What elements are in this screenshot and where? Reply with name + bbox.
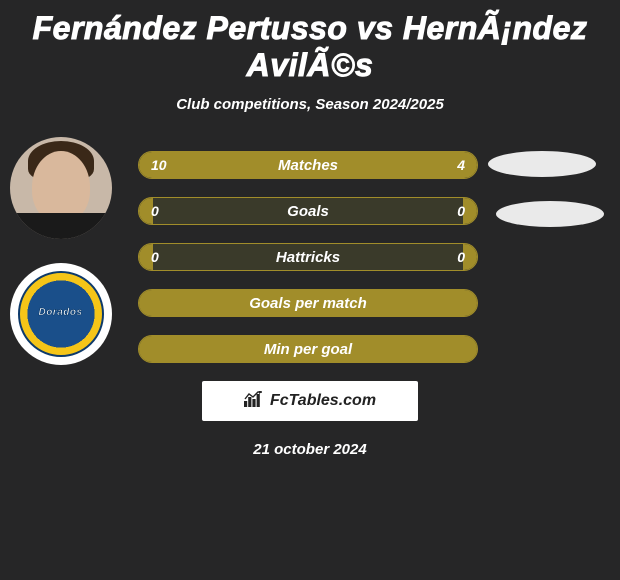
stat-label: Hattricks xyxy=(276,249,340,266)
stat-value-left: 0 xyxy=(151,249,159,265)
comparison-content: Dorados 10 4 Matches 0 0 Goals 0 0 Hattricks Goal… xyxy=(0,151,620,363)
stat-row: Goals per match xyxy=(138,289,478,317)
stat-bar-left xyxy=(139,152,376,178)
stat-value-right: 0 xyxy=(457,203,465,219)
stat-row: 0 0 Hattricks xyxy=(138,243,478,271)
stat-bar-right xyxy=(463,198,477,224)
stat-value-left: 10 xyxy=(151,157,167,173)
decorative-oval xyxy=(496,201,604,227)
stat-value-left: 0 xyxy=(151,203,159,219)
player-avatar xyxy=(10,137,112,239)
page-title: Fernández Pertusso vs HernÃ¡ndez AvilÃ©s xyxy=(0,0,620,84)
stat-label: Goals xyxy=(287,203,329,220)
subtitle: Club competitions, Season 2024/2025 xyxy=(0,96,620,113)
date-stamp: 21 october 2024 xyxy=(0,441,620,458)
stat-bar-right xyxy=(463,244,477,270)
stat-label: Min per goal xyxy=(264,341,352,358)
stat-row: 0 0 Goals xyxy=(138,197,478,225)
stat-value-right: 0 xyxy=(457,249,465,265)
club-badge-label: Dorados xyxy=(38,307,82,318)
decorative-oval xyxy=(488,151,596,177)
attribution-text: FcTables.com xyxy=(270,392,376,410)
chart-icon xyxy=(244,391,264,412)
stat-value-right: 4 xyxy=(457,157,465,173)
attribution-badge: FcTables.com xyxy=(202,381,418,421)
stat-row: 10 4 Matches xyxy=(138,151,478,179)
stat-rows: 10 4 Matches 0 0 Goals 0 0 Hattricks Goals per ma… xyxy=(138,151,478,363)
stat-row: Min per goal xyxy=(138,335,478,363)
stat-label: Matches xyxy=(278,157,338,174)
club-badge: Dorados xyxy=(10,263,112,365)
avatar-column: Dorados xyxy=(8,137,113,365)
stat-label: Goals per match xyxy=(249,295,367,312)
